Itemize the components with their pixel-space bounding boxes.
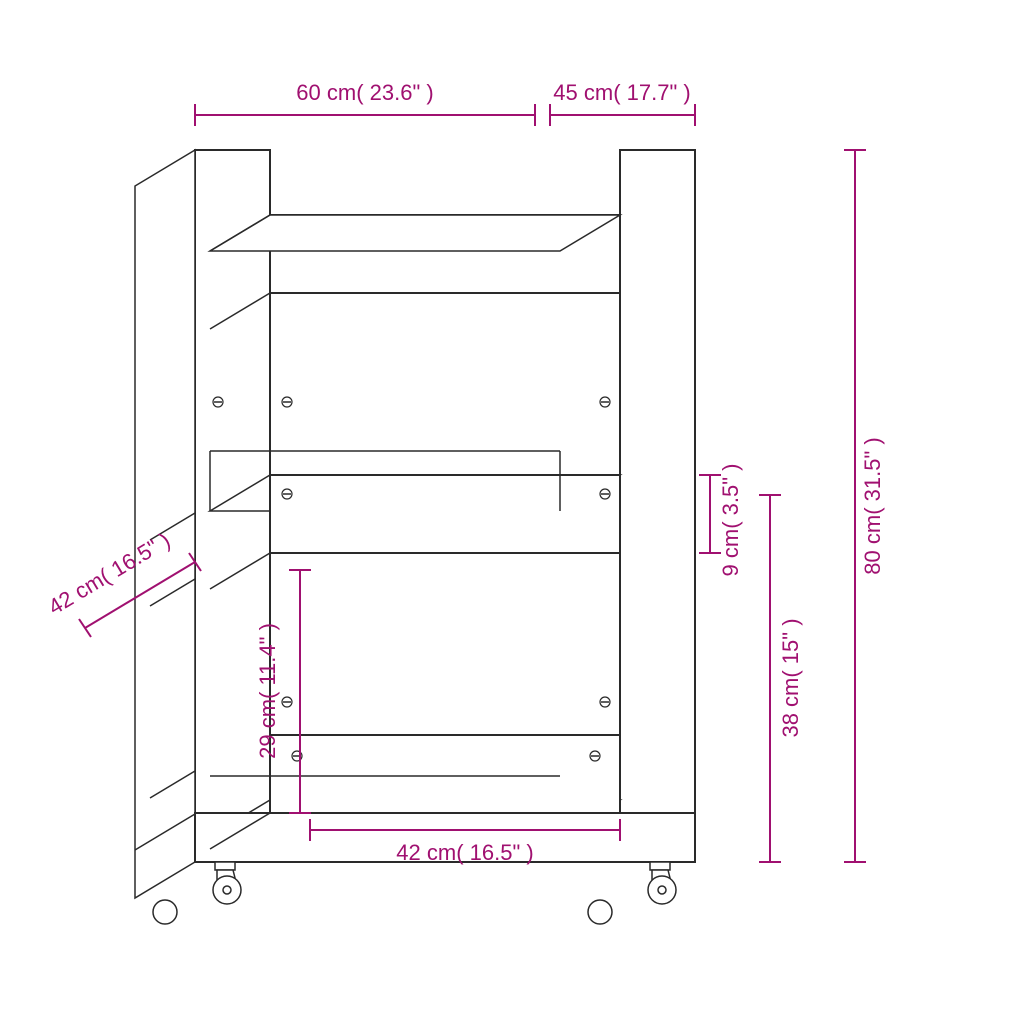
dim-top-right-label: 45 cm( 17.7" ) (553, 80, 690, 105)
castor-wheels (153, 862, 676, 924)
dim-inner-h9: 9 cm( 3.5" ) (699, 464, 743, 577)
dim-height: 80 cm( 31.5" ) (844, 150, 885, 862)
middle-shelf (210, 451, 620, 553)
right-panel (620, 150, 695, 862)
dim-top-right: 45 cm( 17.7" ) (550, 80, 695, 126)
dimension-drawing: 60 cm( 23.6" ) 45 cm( 17.7" ) 80 cm( 31.… (0, 0, 1024, 1024)
left-panel (135, 150, 270, 898)
dim-inner-h38: 38 cm( 15" ) (759, 495, 803, 862)
dim-top-width-label: 60 cm( 23.6" ) (296, 80, 433, 105)
dim-height-label: 80 cm( 31.5" ) (860, 437, 885, 574)
dim-h9-label: 9 cm( 3.5" ) (718, 464, 743, 577)
dim-top-width: 60 cm( 23.6" ) (195, 80, 535, 126)
dim-h29-label: 29 cm( 11.4" ) (255, 623, 280, 759)
dim-h38-label: 38 cm( 15" ) (778, 618, 803, 737)
top-rail (210, 215, 620, 293)
dim-w42-label: 42 cm( 16.5" ) (396, 840, 533, 865)
